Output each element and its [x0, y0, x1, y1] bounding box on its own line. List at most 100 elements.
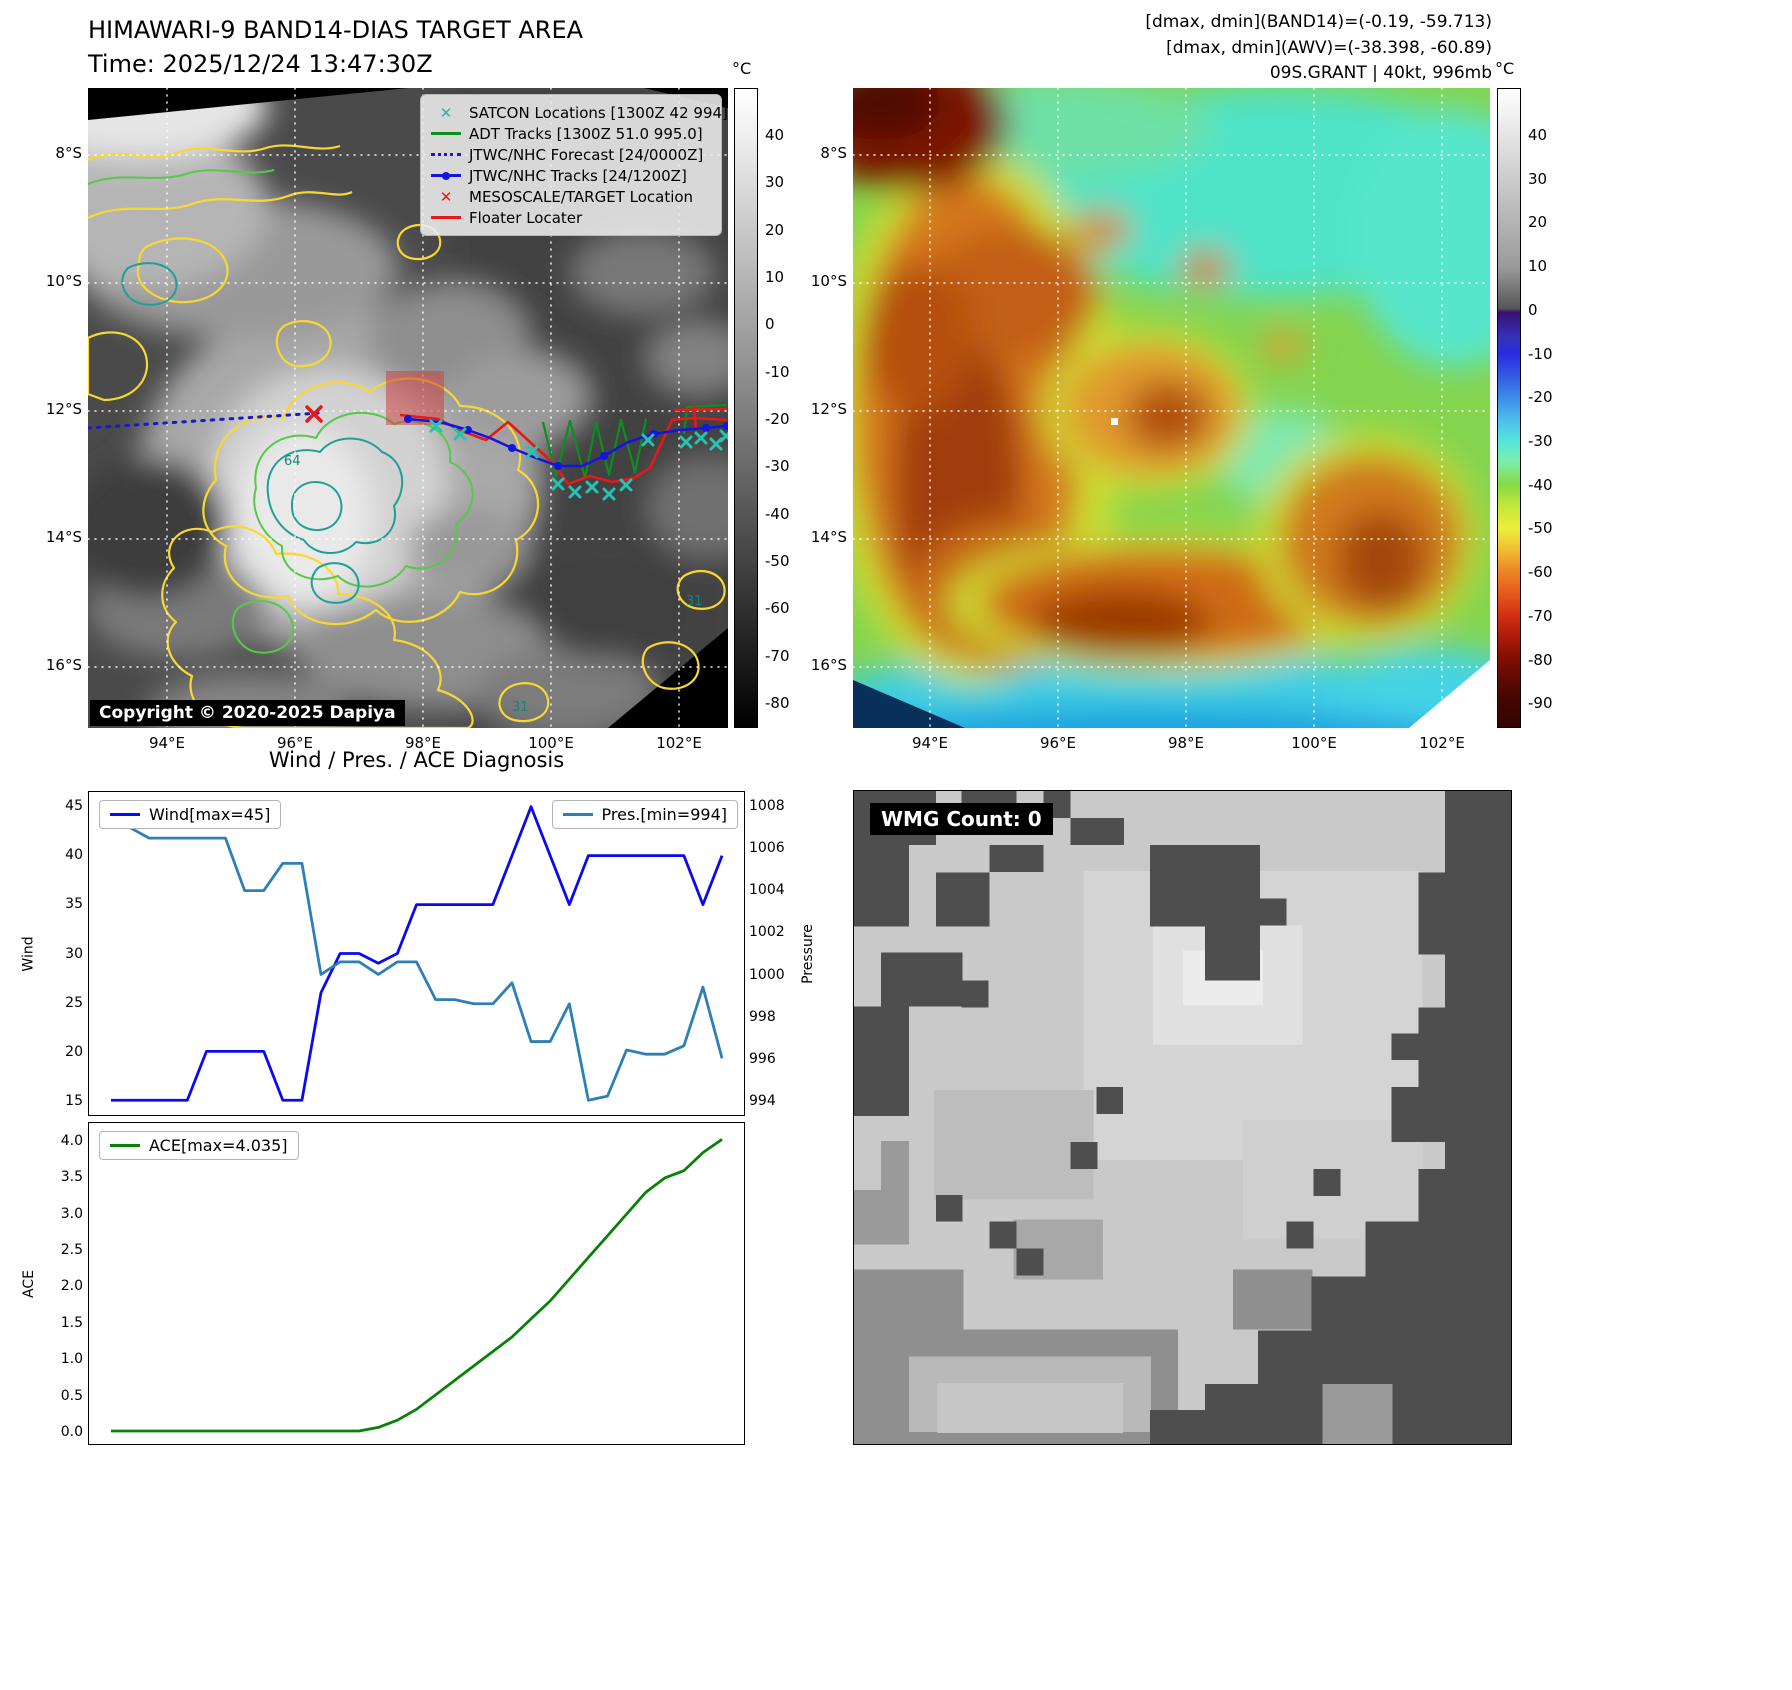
ir-field	[853, 88, 1490, 728]
adt-track-line	[541, 403, 728, 480]
satcon-markers	[429, 419, 728, 501]
copyright-badge: Copyright © 2020-2025 Dapiya	[90, 700, 405, 726]
x-tick-label: 102°E	[656, 734, 702, 752]
forecast-line	[88, 411, 322, 430]
pressure-line-icon	[562, 813, 593, 816]
y-tick-label: 2.5	[60, 1242, 83, 1259]
x-tick-label: 98°E	[1167, 734, 1205, 752]
floater-track-line	[399, 405, 728, 486]
y-tick-label: 12°S	[810, 400, 847, 418]
contours-yellow	[88, 144, 726, 728]
y-tick-label: 8°S	[820, 144, 847, 162]
colorbar-tick-label: 40	[765, 126, 785, 144]
y-tick-label: 1006	[749, 839, 785, 856]
colorbar-tick-label: -70	[765, 646, 790, 665]
wmg-count-badge: WMG Count: 0	[870, 803, 1053, 835]
no-data-wedges	[88, 88, 728, 728]
awv-satellite-image	[853, 88, 1490, 728]
colorbar-tick-label: 20	[765, 220, 785, 239]
x-tick-label: 96°E	[276, 734, 314, 752]
ace-legend-label: ACE[max=4.035]	[149, 1136, 288, 1155]
colorbar-tick-label: -90	[1528, 694, 1553, 713]
diagnostics-info-block: [dmax, dmin](BAND14)=(-0.19, -59.713) [d…	[1145, 10, 1492, 87]
x-tick-label: 94°E	[911, 734, 949, 752]
legend-item-label: SATCON Locations [1300Z 42 994]	[469, 103, 728, 122]
colorbar-tick-label: 0	[765, 315, 775, 334]
satcon-x-icon: ✕	[439, 103, 453, 122]
map-legend: ✕ SATCON Locations [1300Z 42 994] ADT Trac…	[420, 94, 728, 236]
wmg-panel: WMG Count: 0	[853, 790, 1512, 1445]
contour-label-64: 64	[284, 454, 301, 469]
y-tick-label: 4.0	[60, 1132, 83, 1149]
wind-axis-label-wrap: Wind	[19, 792, 39, 1115]
colorbar-tick-label: 30	[765, 173, 785, 192]
band14-map: ✕ SATCON Locations [1300Z 42 994] ADT Trac…	[46, 88, 728, 752]
y-tick-label: 0.5	[60, 1387, 83, 1404]
y-tick-label: 1.0	[60, 1351, 83, 1368]
storm-id-intensity: 09S.GRANT | 40kt, 996mb	[1269, 63, 1492, 83]
y-tick-label: 12°S	[45, 400, 82, 418]
eye-dot	[1111, 418, 1118, 425]
y-tick-label: 3.0	[60, 1205, 83, 1222]
ace-max-4-035--line	[110, 1138, 723, 1433]
legend-item: JTWC/NHC Forecast [24/0000Z]	[429, 144, 713, 165]
forecast-dotted-icon	[429, 144, 463, 165]
adt-line-icon	[429, 123, 463, 144]
colorbar-tick-label: -60	[765, 599, 790, 618]
x-tick-label: 102°E	[1419, 734, 1465, 752]
y-tick-label: 1000	[749, 966, 785, 983]
wind-legend-label: Wind[max=45]	[149, 805, 271, 824]
legend-item: ✕ SATCON Locations [1300Z 42 994]	[429, 102, 728, 123]
colorbar-tick-label: -10	[765, 362, 790, 381]
legend-line-sample	[431, 216, 461, 219]
colorbar-unit: °C	[1495, 59, 1515, 78]
pressure-axis-label-wrap: Pressure	[798, 792, 818, 1115]
awv-colorbar: °C 40 30 20 10 0 -10 -20 -30 -40 -50 -60 -70 -80 -90	[1495, 59, 1553, 728]
colorbar-unit: °C	[732, 59, 752, 78]
swath-edge-dark	[853, 680, 965, 728]
dmax-dmin-awv: [dmax, dmin](AWV)=(-38.398, -60.89)	[1166, 37, 1492, 58]
wmg-inner-patch	[1322, 1384, 1393, 1444]
jtwc-track-icon	[429, 165, 463, 186]
colorbar-tick-label: 20	[1528, 213, 1548, 232]
y-tick-label: 35	[65, 896, 83, 913]
band14-colorbar: °C 40 30 20 10 0 -10 -20 -30 -40 -50 -60 -70 -80	[732, 59, 790, 728]
y-tick-label: 10°S	[45, 272, 82, 290]
legend-item-label: MESOSCALE/TARGET Location	[469, 187, 694, 206]
ace-plot-area	[110, 1138, 723, 1433]
ace-axis-label-wrap: ACE	[19, 1123, 39, 1444]
y-tick-label: 1004	[749, 882, 785, 899]
awv-map: 8°S 10°S 12°S 14°S 16°S 94°E 96°E 98°E 100°E 102°…	[811, 88, 1490, 752]
x-tick-label: 100°E	[528, 734, 574, 752]
colorbar-tick-label: 30	[1528, 169, 1548, 188]
y-tick-label: 994	[749, 1093, 776, 1110]
colorbar-tick-label: -30	[1528, 432, 1553, 451]
colorbar-tick-label: -20	[1528, 388, 1553, 407]
y-tick-label: 16°S	[45, 656, 82, 674]
legend-item-label: JTWC/NHC Tracks [24/1200Z]	[469, 166, 687, 185]
ace-line-icon	[110, 1144, 140, 1147]
y-tick-label: 2.0	[60, 1278, 83, 1295]
y-tick-label: 3.5	[60, 1169, 83, 1186]
y-tick-label: 10°S	[810, 272, 847, 290]
colorbar-tick-label: -20	[765, 409, 790, 428]
colorbar-tick-label: -40	[1528, 475, 1553, 494]
pressure-legend: Pres.[min=994]	[551, 800, 738, 829]
colorbar-tick-label: -50	[765, 551, 790, 570]
wind-pressure-plot-area	[109, 805, 724, 1102]
jtwc-track-line	[404, 415, 728, 470]
y-tick-label: 1002	[749, 924, 785, 941]
target-x-icon: ✕	[439, 187, 453, 206]
wmg-dark-blocks	[854, 791, 1511, 1444]
y-tick-label: 40	[65, 847, 83, 863]
y-tick-label: 25	[65, 994, 83, 1011]
colorbar-tick-label: -80	[765, 693, 790, 712]
wind-pressure-chart: Wind Pressure Wind[max=45] Pres.[min=994…	[21, 791, 816, 1116]
y-tick-label: 0.0	[60, 1423, 83, 1440]
colorbar-tick-label: -30	[765, 457, 790, 476]
ace-legend: ACE[max=4.035]	[99, 1131, 299, 1160]
x-tick-label: 98°E	[404, 734, 442, 752]
wind-line-icon	[110, 813, 140, 816]
colorbar-tick-label: 10	[1528, 257, 1548, 276]
y-tick-label: 1.5	[60, 1314, 83, 1331]
